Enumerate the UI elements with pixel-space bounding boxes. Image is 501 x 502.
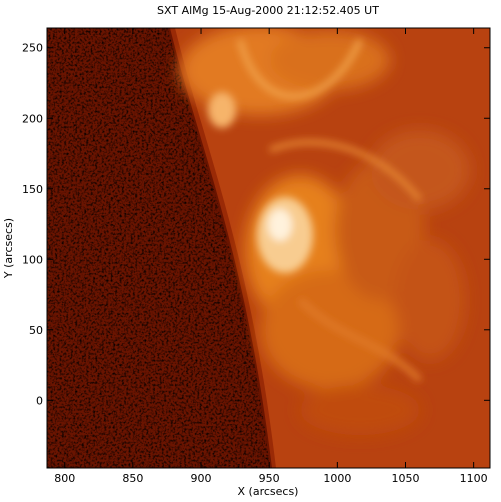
x-tick-label: 1100: [460, 472, 488, 485]
x-tick-label: 900: [191, 472, 212, 485]
plot-frame: [46, 27, 491, 469]
y-tick-label: 250: [22, 42, 43, 55]
x-tick-label: 950: [259, 472, 280, 485]
x-tick-label: 850: [122, 472, 143, 485]
y-tick-label: 100: [22, 253, 43, 266]
y-tick-label: 200: [22, 112, 43, 125]
y-axis-label: Y (arcsecs): [2, 218, 15, 279]
y-tick-label: 150: [22, 183, 43, 196]
y-tick-label: 50: [29, 324, 43, 337]
solar-image: [47, 28, 490, 468]
x-tick-label: 800: [54, 472, 75, 485]
x-axis-label: X (arcsecs): [238, 485, 299, 498]
y-tick-label: 0: [36, 394, 43, 407]
x-tick-label: 1000: [323, 472, 351, 485]
chart-title: SXT AlMg 15-Aug-2000 21:12:52.405 UT: [157, 4, 379, 17]
x-tick-label: 1050: [391, 472, 419, 485]
